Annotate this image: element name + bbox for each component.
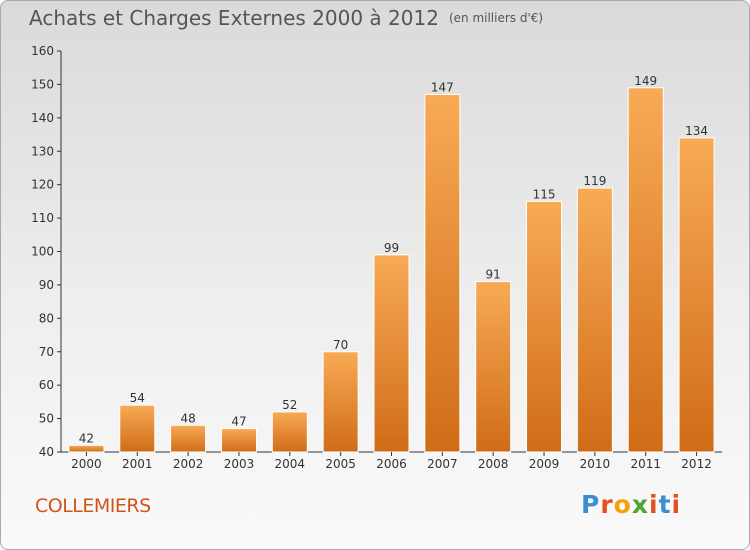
logo-letter: o (613, 490, 632, 519)
bar-value-label: 134 (685, 124, 708, 138)
x-tick-label: 2003 (224, 457, 255, 471)
logo-letter: P (581, 490, 601, 519)
chart-title: Achats et Charges Externes 2000 à 2012 (e… (29, 6, 543, 30)
bar (68, 444, 105, 453)
y-tick-label: 50 (39, 412, 54, 426)
bar (576, 187, 613, 453)
bar (373, 254, 410, 453)
bar-value-label: 42 (79, 431, 94, 445)
y-tick-label: 160 (31, 44, 54, 58)
title-unit: (en milliers d'€) (448, 11, 544, 25)
bar (526, 200, 563, 453)
bar-value-label: 91 (486, 268, 501, 282)
bar (424, 93, 461, 453)
x-tick-label: 2001 (122, 457, 153, 471)
bar-value-label: 70 (333, 338, 348, 352)
logo-letter: x (631, 490, 649, 519)
bar (220, 428, 257, 453)
bar-value-label: 52 (282, 398, 297, 412)
bar-value-label: 54 (130, 391, 145, 405)
x-tick-label: 2012 (681, 457, 712, 471)
y-tick-label: 60 (39, 378, 54, 392)
y-tick-label: 110 (31, 211, 54, 225)
logo-letter: r (600, 490, 614, 519)
x-tick-label: 2007 (427, 457, 458, 471)
bar (322, 351, 359, 453)
title-text: Achats et Charges Externes 2000 à 2012 (29, 6, 439, 30)
x-tick-label: 2002 (173, 457, 204, 471)
logo-letter: i (649, 490, 659, 519)
bar-value-label: 147 (431, 80, 454, 94)
x-tick-label: 2010 (580, 457, 611, 471)
y-tick-label: 100 (31, 245, 54, 259)
bar-value-label: 115 (533, 187, 556, 201)
bar (119, 404, 156, 453)
bar-value-label: 99 (384, 241, 399, 255)
bar (170, 424, 207, 453)
logo-letter: i (671, 490, 682, 519)
x-tick-label: 2011 (630, 457, 661, 471)
x-tick-label: 2006 (376, 457, 407, 471)
y-tick-label: 40 (39, 445, 54, 459)
bar (271, 411, 308, 453)
y-tick-label: 120 (31, 178, 54, 192)
y-tick-label: 140 (31, 111, 54, 125)
bar (475, 281, 512, 453)
bar-value-label: 119 (583, 174, 606, 188)
y-tick-label: 130 (31, 144, 54, 158)
y-tick-label: 90 (39, 278, 54, 292)
x-tick-label: 2008 (478, 457, 509, 471)
x-tick-label: 2000 (71, 457, 102, 471)
proxiti-logo: Proxiti (581, 490, 681, 519)
y-tick-label: 70 (39, 345, 54, 359)
bar-value-label: 149 (634, 74, 657, 88)
x-tick-label: 2004 (275, 457, 306, 471)
commune-name: COLLEMIERS (35, 495, 151, 517)
logo-letter: t (658, 490, 672, 519)
bar (678, 137, 715, 453)
bar-value-label: 47 (231, 415, 246, 429)
y-tick-label: 80 (39, 311, 54, 325)
x-tick-label: 2009 (529, 457, 560, 471)
bar (627, 87, 664, 453)
x-tick-label: 2005 (325, 457, 356, 471)
bar-value-label: 48 (180, 411, 195, 425)
y-tick-label: 150 (31, 77, 54, 91)
